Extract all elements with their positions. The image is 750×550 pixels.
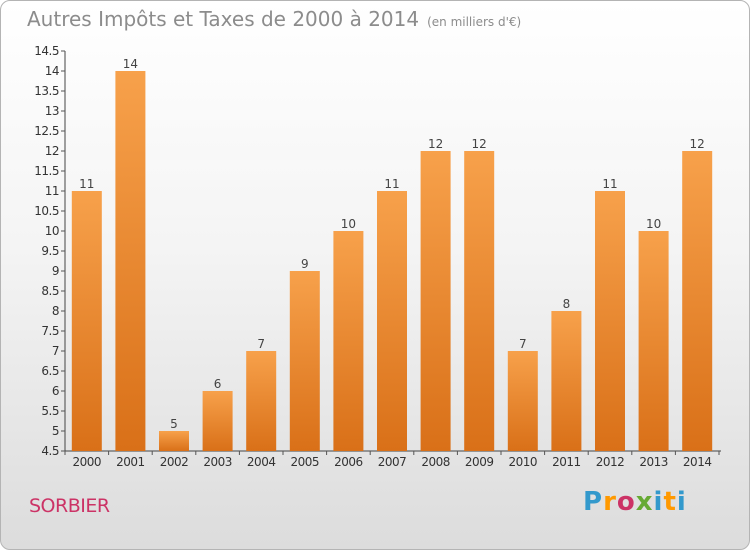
y-tick-label: 6 <box>52 384 59 398</box>
bar-2004 <box>246 351 277 451</box>
location-name: SORBIER <box>29 495 110 517</box>
logo-letter: P <box>583 487 604 517</box>
y-axis: 4.5 5 5.5 6 6.5 7 7.5 8 8.5 9 9.5 10 10.5 11 11.5 12 12.… <box>34 44 66 458</box>
proxiti-logo[interactable]: Proxiti <box>583 487 687 517</box>
data-label: 7 <box>257 337 265 351</box>
data-label: 12 <box>472 137 487 151</box>
data-label: 9 <box>301 257 309 271</box>
y-tick-label: 14.5 <box>34 44 59 58</box>
data-label: 11 <box>79 177 94 191</box>
y-tick-label: 12.5 <box>34 124 59 138</box>
data-label: 10 <box>341 217 356 231</box>
bar-2011 <box>551 311 582 451</box>
x-tick-label: 2014 <box>683 455 712 469</box>
data-label: 10 <box>646 217 661 231</box>
x-tick-label: 2004 <box>247 455 276 469</box>
data-label: 6 <box>214 377 222 391</box>
y-tick-label: 11.5 <box>34 164 59 178</box>
bar-2014 <box>682 151 713 451</box>
y-tick-label: 9 <box>52 264 59 278</box>
data-labels: 11 14 5 6 7 9 10 11 12 12 7 8 11 10 12 <box>79 57 705 431</box>
data-label: 11 <box>384 177 399 191</box>
x-tick-label: 2005 <box>291 455 320 469</box>
bar-2013 <box>638 231 669 451</box>
chart-subtitle: (en milliers d'€) <box>427 15 522 29</box>
y-tick-label: 9.5 <box>41 244 59 258</box>
bar-2008 <box>420 151 451 451</box>
y-tick-label: 13 <box>45 104 59 118</box>
x-tick-label: 2011 <box>552 455 581 469</box>
y-tick-label: 8.5 <box>41 284 59 298</box>
data-label: 8 <box>563 297 571 311</box>
logo-letter: i <box>653 487 664 517</box>
x-tick-label: 2009 <box>465 455 494 469</box>
x-tick-label: 2000 <box>73 455 102 469</box>
y-tick-label: 11 <box>45 184 59 198</box>
chart-title-text: Autres Impôts et Taxes de 2000 à 2014 <box>27 7 420 31</box>
x-tick-label: 2003 <box>203 455 232 469</box>
logo-letter: r <box>603 487 617 517</box>
bar-2006 <box>333 231 364 451</box>
bar-2005 <box>289 271 320 451</box>
y-tick-label: 14 <box>45 64 59 78</box>
bar-2012 <box>595 191 625 451</box>
x-axis: 2000 2001 2002 2003 2004 2005 2006 2007 2008 2009… <box>64 450 721 469</box>
x-tick-label: 2001 <box>116 455 145 469</box>
logo-letter: x <box>635 487 654 517</box>
logo-letter: t <box>663 487 677 517</box>
x-tick-label: 2008 <box>421 455 450 469</box>
bar-2003 <box>202 391 233 451</box>
y-tick-label: 10.5 <box>34 204 59 218</box>
logo-letter: o <box>616 487 636 517</box>
y-tick-label: 13.5 <box>34 84 59 98</box>
data-label: 12 <box>428 137 443 151</box>
y-tick-label: 5 <box>52 424 59 438</box>
bar-2007 <box>377 191 407 451</box>
y-tick-label: 10 <box>45 224 59 238</box>
bar-2009 <box>464 151 495 451</box>
bar-2001 <box>115 71 146 451</box>
data-label: 12 <box>690 137 705 151</box>
chart-title: Autres Impôts et Taxes de 2000 à 2014 (en… <box>27 7 521 31</box>
bar-2002 <box>159 431 189 451</box>
y-tick-label: 5.5 <box>41 404 59 418</box>
data-label: 14 <box>123 57 138 71</box>
bars <box>71 71 713 451</box>
x-tick-label: 2012 <box>596 455 625 469</box>
x-tick-label: 2013 <box>639 455 668 469</box>
data-label: 7 <box>519 337 527 351</box>
logo-letter: i <box>676 487 687 517</box>
bar-2000 <box>71 191 102 451</box>
y-tick-label: 4.5 <box>41 444 59 458</box>
x-tick-label: 2010 <box>509 455 538 469</box>
data-label: 11 <box>602 177 617 191</box>
y-tick-label: 12 <box>45 144 59 158</box>
x-tick-label: 2002 <box>160 455 189 469</box>
data-label: 5 <box>170 417 178 431</box>
y-tick-label: 7 <box>52 344 59 358</box>
x-tick-label: 2007 <box>378 455 407 469</box>
x-tick-label: 2006 <box>334 455 363 469</box>
bar-2010 <box>507 351 538 451</box>
y-tick-label: 6.5 <box>41 364 59 378</box>
y-tick-label: 8 <box>52 304 59 318</box>
y-tick-label: 7.5 <box>41 324 59 338</box>
